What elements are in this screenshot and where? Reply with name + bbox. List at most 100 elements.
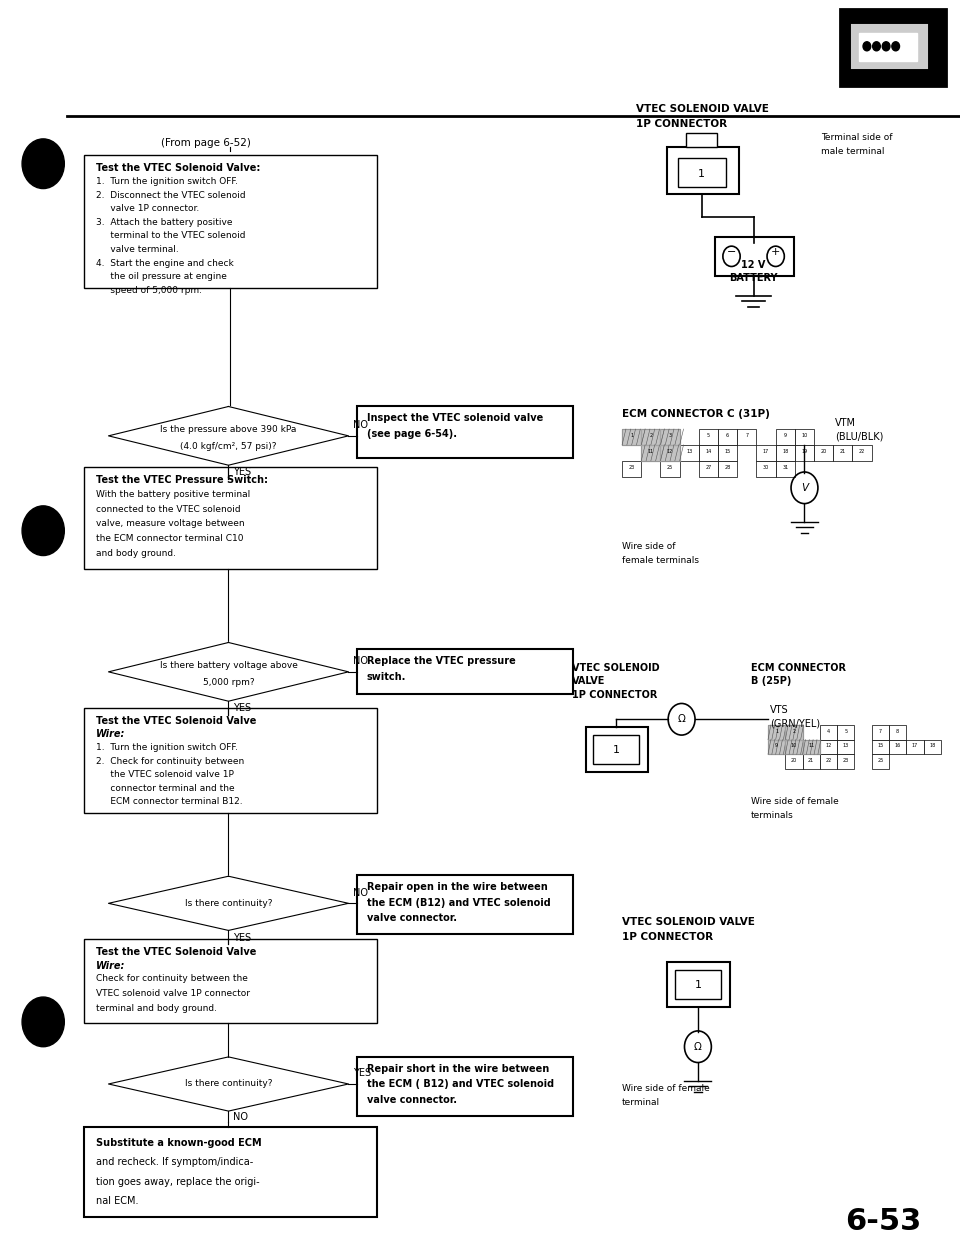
Text: valve, measure voltage between: valve, measure voltage between xyxy=(96,519,245,528)
FancyBboxPatch shape xyxy=(357,876,573,934)
FancyBboxPatch shape xyxy=(768,739,785,754)
FancyBboxPatch shape xyxy=(803,754,820,769)
FancyBboxPatch shape xyxy=(699,461,718,477)
Text: 2.  Disconnect the VTEC solenoid: 2. Disconnect the VTEC solenoid xyxy=(96,191,246,200)
Text: terminal and body ground.: terminal and body ground. xyxy=(96,1004,217,1012)
Text: VTEC solenoid valve 1P connector: VTEC solenoid valve 1P connector xyxy=(96,989,250,999)
FancyBboxPatch shape xyxy=(680,445,699,461)
Text: 25: 25 xyxy=(667,465,673,469)
Text: 12: 12 xyxy=(826,743,831,748)
Text: ECM connector terminal B12.: ECM connector terminal B12. xyxy=(96,797,243,806)
Text: (see page 6-54).: (see page 6-54). xyxy=(367,428,457,440)
Text: 9: 9 xyxy=(783,433,787,438)
Polygon shape xyxy=(641,428,660,445)
Text: valve connector.: valve connector. xyxy=(367,1095,457,1105)
Text: Test the VTEC Solenoid Valve: Test the VTEC Solenoid Valve xyxy=(96,715,256,725)
Circle shape xyxy=(22,997,64,1047)
Text: 19: 19 xyxy=(802,450,807,455)
Text: NO: NO xyxy=(233,1113,249,1123)
FancyBboxPatch shape xyxy=(593,735,639,764)
Text: V: V xyxy=(801,483,808,493)
Circle shape xyxy=(863,42,871,51)
Text: Test the VTEC Solenoid Valve:: Test the VTEC Solenoid Valve: xyxy=(96,163,260,173)
Text: Terminal side of: Terminal side of xyxy=(821,133,892,143)
Text: Test the VTEC Pressure Switch:: Test the VTEC Pressure Switch: xyxy=(96,476,268,486)
Text: Wire:: Wire: xyxy=(96,961,126,971)
Text: 7: 7 xyxy=(745,433,749,438)
Text: 6: 6 xyxy=(726,433,730,438)
Text: 5: 5 xyxy=(707,433,710,438)
Text: connected to the VTEC solenoid: connected to the VTEC solenoid xyxy=(96,504,241,514)
Text: 23: 23 xyxy=(629,465,635,469)
Polygon shape xyxy=(641,445,660,461)
Text: 18: 18 xyxy=(929,743,935,748)
Text: YES: YES xyxy=(353,1068,372,1078)
FancyBboxPatch shape xyxy=(715,237,794,276)
Text: With the battery positive terminal: With the battery positive terminal xyxy=(96,491,251,499)
Text: 23: 23 xyxy=(843,758,849,763)
Text: −: − xyxy=(727,247,736,257)
Text: 1: 1 xyxy=(694,980,702,990)
Text: 11: 11 xyxy=(648,450,654,455)
FancyBboxPatch shape xyxy=(718,461,737,477)
Text: 1: 1 xyxy=(698,169,706,179)
Circle shape xyxy=(22,505,64,555)
Text: YES: YES xyxy=(233,703,252,713)
Text: 1P CONNECTOR: 1P CONNECTOR xyxy=(636,118,728,129)
Text: switch.: switch. xyxy=(367,672,406,682)
FancyBboxPatch shape xyxy=(795,428,814,445)
Text: ECM CONNECTOR C (31P): ECM CONNECTOR C (31P) xyxy=(622,409,770,419)
FancyBboxPatch shape xyxy=(776,445,795,461)
FancyBboxPatch shape xyxy=(667,147,739,194)
FancyBboxPatch shape xyxy=(699,428,718,445)
Polygon shape xyxy=(768,725,785,739)
Text: Ω: Ω xyxy=(694,1042,702,1052)
Text: 1: 1 xyxy=(630,433,634,438)
Text: tion goes away, replace the origi-: tion goes away, replace the origi- xyxy=(96,1176,259,1186)
Text: 15: 15 xyxy=(725,450,731,455)
FancyBboxPatch shape xyxy=(660,461,680,477)
FancyBboxPatch shape xyxy=(872,754,889,769)
FancyBboxPatch shape xyxy=(906,739,924,754)
Text: 2: 2 xyxy=(649,433,653,438)
Text: 1.  Turn the ignition switch OFF.: 1. Turn the ignition switch OFF. xyxy=(96,178,238,186)
Text: VTEC SOLENOID VALVE: VTEC SOLENOID VALVE xyxy=(622,917,755,927)
FancyBboxPatch shape xyxy=(675,970,721,1000)
Text: 14: 14 xyxy=(706,450,711,455)
FancyBboxPatch shape xyxy=(837,754,854,769)
Text: the ECM (B12) and VTEC solenoid: the ECM (B12) and VTEC solenoid xyxy=(367,898,550,908)
FancyBboxPatch shape xyxy=(837,725,854,739)
Text: Wire:: Wire: xyxy=(96,729,126,739)
FancyBboxPatch shape xyxy=(803,739,820,754)
FancyBboxPatch shape xyxy=(586,727,648,773)
Text: 2: 2 xyxy=(792,729,796,734)
Text: BATTERY: BATTERY xyxy=(730,273,778,283)
FancyBboxPatch shape xyxy=(718,428,737,445)
Text: 18: 18 xyxy=(782,450,788,455)
FancyBboxPatch shape xyxy=(785,725,803,739)
Text: 31: 31 xyxy=(782,465,788,469)
Text: 1: 1 xyxy=(775,729,779,734)
Text: female terminals: female terminals xyxy=(622,555,699,565)
FancyBboxPatch shape xyxy=(641,445,660,461)
FancyBboxPatch shape xyxy=(924,739,941,754)
FancyBboxPatch shape xyxy=(837,739,854,754)
FancyBboxPatch shape xyxy=(660,445,680,461)
Text: 17: 17 xyxy=(763,450,769,455)
FancyBboxPatch shape xyxy=(795,445,814,461)
Text: 12: 12 xyxy=(667,450,673,455)
Text: connector terminal and the: connector terminal and the xyxy=(96,784,234,792)
Text: 30: 30 xyxy=(763,465,769,469)
Text: NO: NO xyxy=(353,888,369,898)
Text: 13: 13 xyxy=(686,450,692,455)
Text: Is there continuity?: Is there continuity? xyxy=(184,899,273,908)
Text: 27: 27 xyxy=(706,465,711,469)
Text: Ω: Ω xyxy=(678,714,685,724)
Text: +: + xyxy=(771,247,780,257)
Text: speed of 5,000 rpm.: speed of 5,000 rpm. xyxy=(96,286,202,294)
Text: Repair open in the wire between: Repair open in the wire between xyxy=(367,882,547,892)
Text: NO: NO xyxy=(353,420,369,430)
Text: VTM: VTM xyxy=(835,417,856,427)
Circle shape xyxy=(22,139,64,189)
Text: (From page 6-52): (From page 6-52) xyxy=(161,138,252,148)
